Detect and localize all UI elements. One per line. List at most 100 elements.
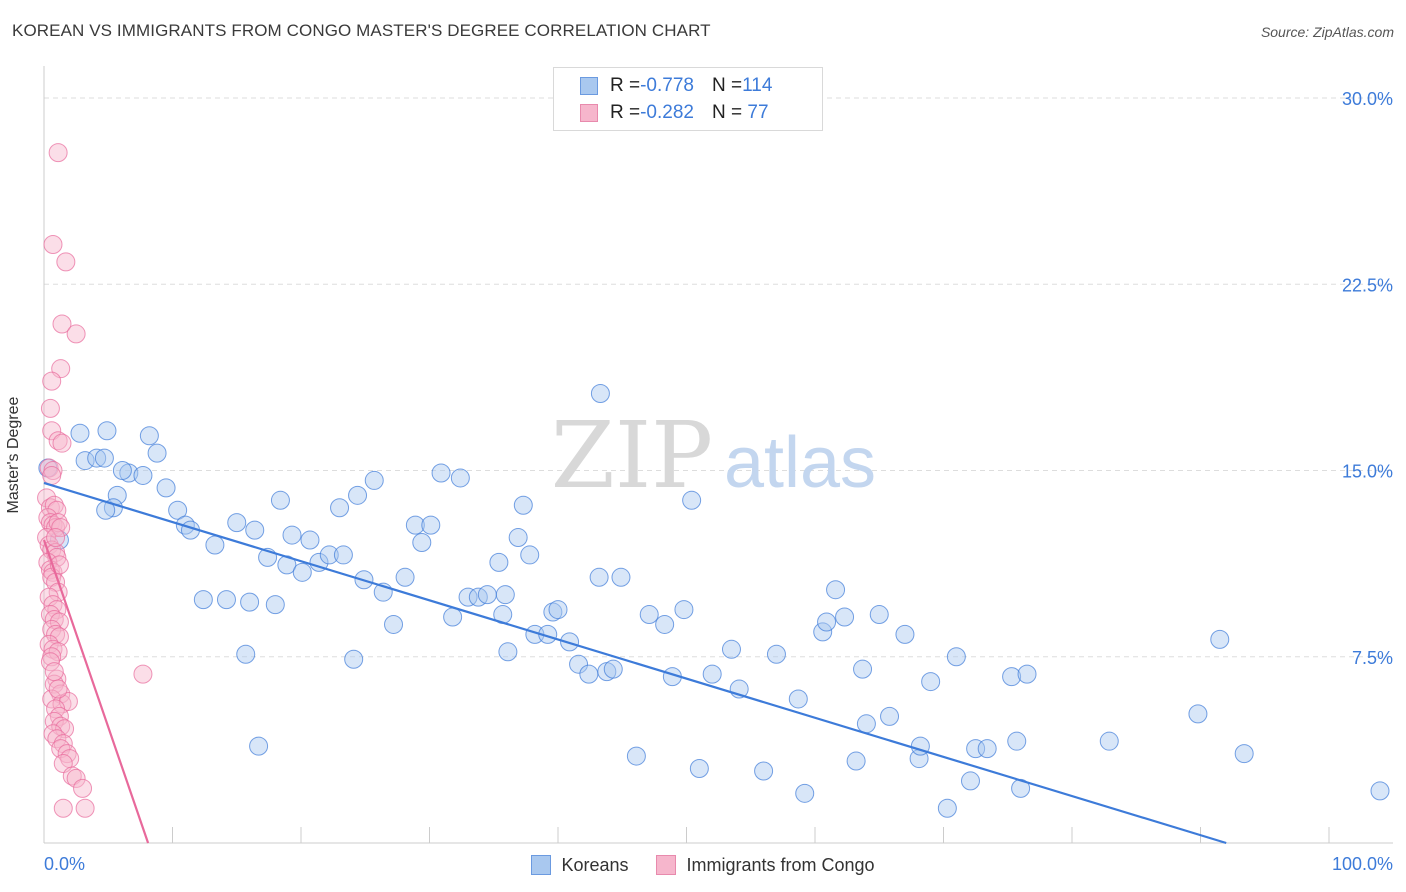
y-tick-labels: 7.5% 15.0% 22.5% 30.0% <box>1342 89 1393 668</box>
r-label: R = <box>610 102 641 123</box>
korean-point <box>603 659 623 679</box>
korean-point <box>495 585 515 605</box>
legend-item-congo[interactable]: Immigrants from Congo <box>656 855 875 876</box>
korean-point <box>156 478 176 498</box>
koreans-legend-swatch <box>531 855 552 875</box>
n-value-koreans: 114 <box>742 75 773 96</box>
congo-point <box>51 684 71 704</box>
congo-point <box>66 768 86 788</box>
congo-point <box>75 798 95 818</box>
korean-point <box>846 751 866 771</box>
korean-point <box>405 515 425 535</box>
korean-point <box>319 545 339 565</box>
korean-point <box>75 451 95 471</box>
trend-line-koreans <box>43 481 1227 845</box>
korean-point <box>626 746 646 766</box>
korean-point <box>270 490 290 510</box>
stats-row-congo: R = -0.282 N = 77 <box>580 101 769 125</box>
korean-point <box>348 485 368 505</box>
korean-point <box>702 664 722 684</box>
congo-point <box>47 729 67 749</box>
korean-point <box>1234 744 1254 764</box>
congo-point <box>42 421 62 441</box>
korean-point <box>227 513 247 533</box>
congo-swatch <box>580 104 598 122</box>
congo-point <box>66 324 86 344</box>
korean-point <box>97 421 117 441</box>
korean-point <box>579 664 599 684</box>
korean-point <box>168 500 188 520</box>
korean-point <box>895 624 915 644</box>
x-axis: 0.0% 100.0% <box>43 66 1393 874</box>
y-tick-label: 30.0% <box>1342 89 1393 109</box>
congo-point <box>46 528 66 548</box>
korean-point <box>249 736 269 756</box>
korean-point <box>245 520 265 540</box>
korean-point <box>795 783 815 803</box>
korean-point <box>754 761 774 781</box>
korean-point <box>309 552 329 572</box>
congo-point <box>43 515 63 535</box>
korean-point <box>937 798 957 818</box>
korean-point <box>826 580 846 600</box>
korean-point <box>344 649 364 669</box>
korean-point <box>835 607 855 627</box>
korean-point <box>946 647 966 667</box>
korean-point <box>384 614 404 634</box>
korean-point <box>193 590 213 610</box>
congo-point <box>40 652 60 672</box>
korean-point <box>766 644 786 664</box>
korean-point <box>590 384 610 404</box>
r-value-congo: -0.282 <box>640 102 694 123</box>
watermark-zip: ZIP <box>551 402 713 509</box>
chart-title: KOREAN VS IMMIGRANTS FROM CONGO MASTER'S… <box>12 21 711 40</box>
congo-point <box>73 778 93 798</box>
congo-legend-swatch <box>656 855 677 875</box>
stats-legend: R = -0.778 N = 114 R = -0.282 N = 77 <box>553 67 823 131</box>
korean-point <box>282 525 302 545</box>
congo-point <box>48 642 68 662</box>
korean-point <box>966 739 986 759</box>
congo-point <box>52 433 72 453</box>
korean-point <box>450 468 470 488</box>
korean-point <box>674 600 694 620</box>
korean-point <box>498 642 518 662</box>
korean-point <box>133 465 153 485</box>
korean-point <box>395 567 415 587</box>
congo-point <box>52 314 72 334</box>
congo-point <box>42 689 62 709</box>
congo-point <box>48 679 68 699</box>
x-tick-label-min: 0.0% <box>44 854 85 874</box>
korean-point <box>87 448 107 468</box>
korean-point <box>431 463 451 483</box>
korean-point <box>216 590 236 610</box>
korean-point <box>421 515 441 535</box>
watermark: ZIP atlas <box>551 402 876 509</box>
congo-point <box>57 744 77 764</box>
congo-point <box>37 488 57 508</box>
korean-point <box>147 443 167 463</box>
legend-item-koreans[interactable]: Koreans <box>531 855 628 876</box>
korean-point <box>856 714 876 734</box>
korean-point <box>682 490 702 510</box>
watermark-atlas: atlas <box>724 423 876 503</box>
korean-point <box>477 585 497 605</box>
congo-point <box>53 798 73 818</box>
series-congo-points <box>37 143 153 818</box>
n-label: N = <box>711 102 743 123</box>
congo-point <box>55 719 75 739</box>
korean-point <box>240 592 260 612</box>
korean-point <box>265 595 285 615</box>
korean-point <box>788 689 808 709</box>
korean-point <box>853 659 873 679</box>
y-tick-label: 15.0% <box>1342 462 1393 482</box>
stats-row-koreans: R = -0.778 N = 114 <box>580 74 772 98</box>
congo-point <box>42 465 62 485</box>
gridlines <box>44 97 1393 658</box>
korean-point <box>689 759 709 778</box>
legend-label-koreans: Koreans <box>561 854 629 875</box>
korean-point <box>205 535 225 555</box>
n-value-congo: 77 <box>742 102 769 123</box>
korean-point <box>869 605 889 625</box>
korean-point <box>1099 731 1119 751</box>
